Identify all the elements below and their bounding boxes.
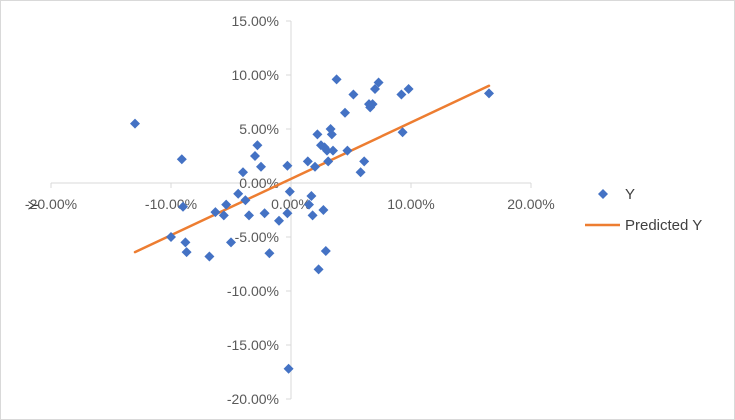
- data-point: [331, 74, 342, 85]
- y-tick-label: -20.00%: [227, 391, 279, 407]
- data-point: [370, 84, 380, 95]
- data-point: [178, 201, 188, 212]
- x-tick-label: 20.00%: [507, 196, 554, 212]
- data-point: [233, 188, 244, 199]
- x-tick-label: 0.00%: [271, 196, 311, 212]
- data-point: [284, 186, 295, 197]
- data-point: [282, 160, 293, 171]
- y-axis-label: Y: [25, 200, 41, 210]
- y-tick-labels: -20.00% -15.00% -10.00% -5.00% 0.00% 5.00% 10.…: [227, 13, 279, 407]
- data-point: [256, 161, 266, 172]
- data-point: [218, 210, 229, 221]
- data-point: [367, 99, 378, 110]
- y-tick-label: -15.00%: [227, 337, 279, 353]
- data-point: [359, 156, 370, 167]
- y-tick-label: 5.00%: [239, 121, 279, 137]
- data-points-layer: [130, 74, 494, 374]
- legend-marker-y: [598, 189, 608, 199]
- data-point: [221, 199, 232, 210]
- data-point: [342, 145, 353, 156]
- data-point: [259, 208, 270, 219]
- data-point: [328, 145, 338, 156]
- data-point: [318, 205, 329, 215]
- data-point: [323, 156, 334, 167]
- data-point: [348, 89, 359, 100]
- data-point: [340, 107, 350, 118]
- y-tick-label: -5.00%: [235, 229, 279, 245]
- data-point: [355, 167, 366, 178]
- data-point: [307, 210, 318, 221]
- legend-label-predicted-y: Predicted Y: [625, 217, 702, 234]
- data-point: [283, 363, 294, 374]
- data-point: [306, 190, 317, 201]
- predicted-y-line: [133, 84, 491, 254]
- data-point: [264, 248, 275, 259]
- data-point: [484, 88, 494, 99]
- data-point: [313, 264, 324, 275]
- data-point: [238, 167, 248, 178]
- x-tick-labels: -20.00% -10.00% 0.00% 10.00% 20.00%: [25, 196, 555, 212]
- data-point: [403, 84, 414, 95]
- data-point: [373, 77, 384, 88]
- data-point: [252, 140, 263, 151]
- legend: Y Predicted Y: [585, 186, 702, 234]
- data-point: [396, 89, 407, 100]
- axes: [50, 20, 532, 400]
- data-point: [310, 161, 320, 172]
- data-point: [204, 251, 215, 262]
- legend-label-y: Y: [625, 186, 635, 203]
- data-point: [302, 156, 313, 167]
- data-point: [282, 208, 293, 219]
- data-point: [326, 129, 337, 140]
- data-point: [180, 237, 191, 248]
- data-point: [244, 210, 254, 221]
- data-point: [130, 118, 140, 129]
- y-tick-label: 10.00%: [232, 67, 279, 83]
- data-point: [274, 215, 284, 226]
- x-tick-label: -10.00%: [145, 196, 197, 212]
- data-point: [304, 199, 314, 210]
- data-point: [176, 154, 187, 165]
- data-point: [312, 129, 323, 140]
- data-point: [226, 237, 236, 248]
- x-tick-label: -20.00%: [25, 196, 77, 212]
- y-tick-label: 15.00%: [232, 13, 279, 29]
- data-point: [240, 195, 251, 206]
- data-point: [166, 232, 176, 242]
- y-tick-label: 0.00%: [239, 175, 279, 191]
- y-tick-label: -10.00%: [227, 283, 279, 299]
- data-point: [322, 145, 332, 156]
- data-point: [320, 246, 331, 257]
- data-point: [397, 127, 408, 138]
- data-point: [250, 151, 260, 161]
- prediction-line-layer: [133, 84, 491, 254]
- x-tick-label: 10.00%: [387, 196, 434, 212]
- data-point: [181, 247, 192, 258]
- data-point: [210, 207, 221, 218]
